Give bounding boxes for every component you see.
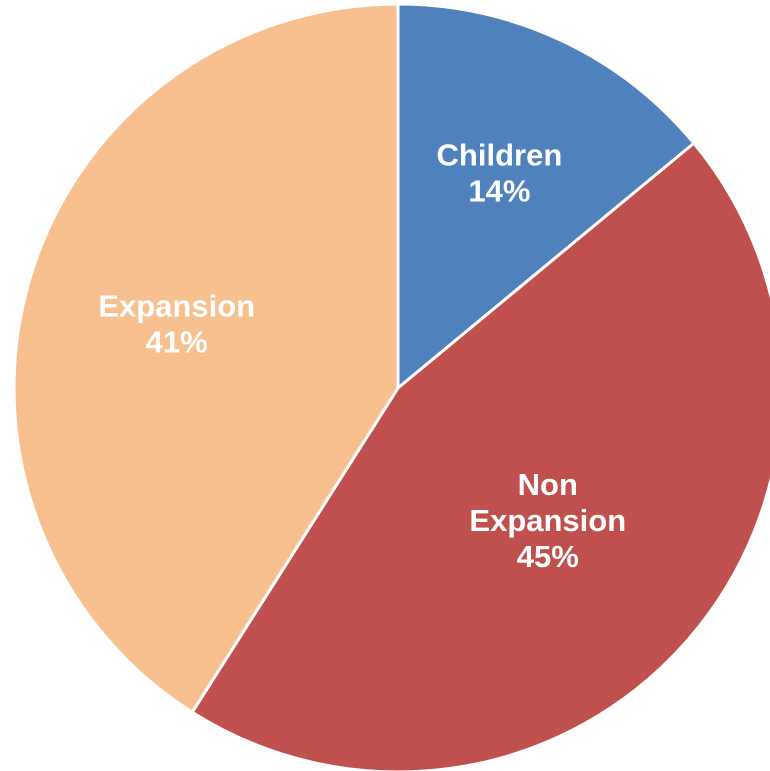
pie-slice-label-1: Non Expansion 45% — [469, 467, 626, 574]
slice-percent-label: 45% — [517, 539, 579, 574]
slice-category-label: Children — [437, 138, 563, 173]
pie-labels: Children 14%Non Expansion 45%Expansion 41% — [98, 138, 626, 574]
pie-slice-label-2: Expansion 41% — [98, 289, 255, 360]
pie-slice-1 — [190, 141, 770, 771]
pie-slice-label-0: Children 14% — [437, 138, 563, 209]
pie-slice-2 — [12, 2, 400, 714]
slice-percent-label: 14% — [468, 174, 530, 209]
slice-category-label: Expansion — [469, 503, 626, 538]
slice-percent-label: 41% — [146, 325, 208, 360]
pie-slice-0 — [396, 2, 696, 390]
slice-category-label: Non — [518, 467, 578, 502]
slice-category-label: Expansion — [98, 289, 255, 324]
pie-slices — [12, 2, 770, 771]
